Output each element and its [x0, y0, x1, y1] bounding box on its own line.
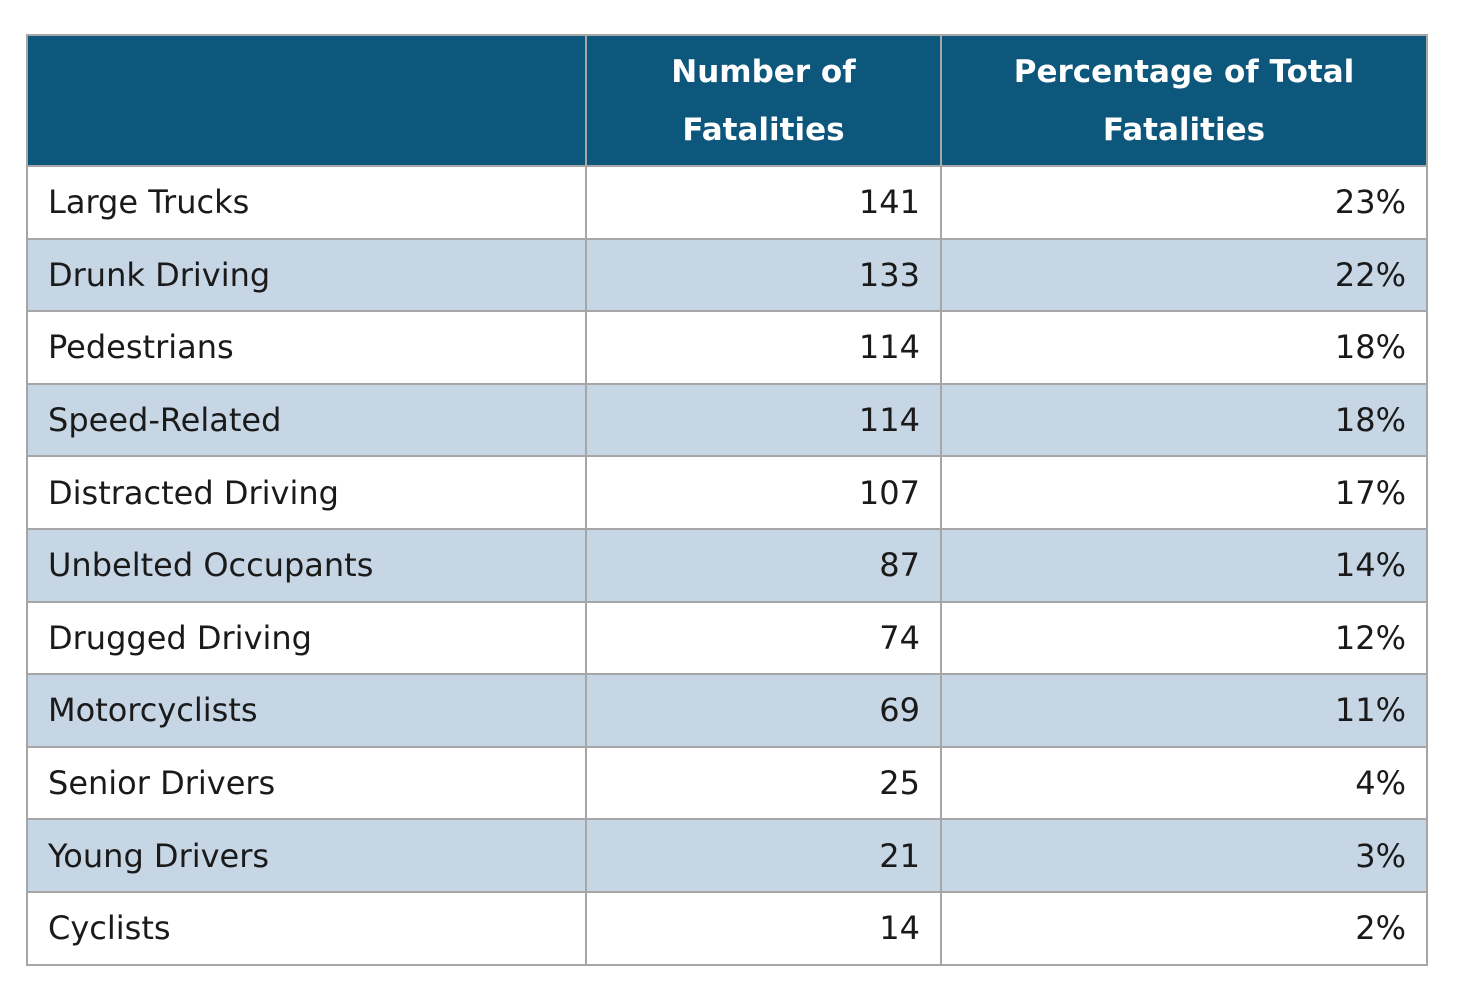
table-header: Number of Fatalities Percentage of Total… [26, 34, 1428, 167]
fatalities-cell: 14 [585, 890, 942, 966]
header-category [26, 34, 587, 167]
header-percentage-of-total: Percentage of Total Fatalities [940, 34, 1428, 167]
percentage-cell: 3% [940, 818, 1428, 893]
category-cell: Pedestrians [26, 310, 587, 385]
percentage-cell: 17% [940, 455, 1428, 530]
category-cell: Drunk Driving [26, 237, 587, 313]
category-cell: Speed-Related [26, 382, 587, 458]
fatalities-table: Number of Fatalities Percentage of Total… [26, 34, 1428, 966]
category-cell: Cyclists [26, 890, 587, 966]
header-row: Number of Fatalities Percentage of Total… [26, 34, 1428, 167]
table-row: Distracted Driving 107 17% [26, 455, 1428, 530]
header-number-of-fatalities: Number of Fatalities [585, 34, 942, 167]
fatalities-cell: 141 [585, 165, 942, 240]
percentage-cell: 18% [940, 310, 1428, 385]
category-cell: Young Drivers [26, 818, 587, 893]
percentage-cell: 23% [940, 165, 1428, 240]
fatalities-cell: 133 [585, 237, 942, 313]
percentage-cell: 2% [940, 890, 1428, 966]
table-row: Drunk Driving 133 22% [26, 237, 1428, 313]
table-row: Drugged Driving 74 12% [26, 600, 1428, 676]
category-cell: Unbelted Occupants [26, 527, 587, 603]
category-cell: Distracted Driving [26, 455, 587, 530]
percentage-cell: 18% [940, 382, 1428, 458]
percentage-cell: 12% [940, 600, 1428, 676]
table-body: Large Trucks 141 23% Drunk Driving 133 2… [26, 165, 1428, 966]
fatalities-cell: 114 [585, 310, 942, 385]
category-cell: Senior Drivers [26, 745, 587, 821]
table-row: Speed-Related 114 18% [26, 382, 1428, 458]
table-row: Senior Drivers 25 4% [26, 745, 1428, 821]
table-row: Large Trucks 141 23% [26, 165, 1428, 240]
percentage-cell: 11% [940, 673, 1428, 748]
table-row: Cyclists 14 2% [26, 890, 1428, 966]
table-row: Motorcyclists 69 11% [26, 673, 1428, 748]
category-cell: Large Trucks [26, 165, 587, 240]
table-row: Young Drivers 21 3% [26, 818, 1428, 893]
percentage-cell: 4% [940, 745, 1428, 821]
fatalities-cell: 107 [585, 455, 942, 530]
table-row: Pedestrians 114 18% [26, 310, 1428, 385]
category-cell: Motorcyclists [26, 673, 587, 748]
fatalities-cell: 21 [585, 818, 942, 893]
percentage-cell: 22% [940, 237, 1428, 313]
fatalities-cell: 74 [585, 600, 942, 676]
fatalities-cell: 69 [585, 673, 942, 748]
fatalities-cell: 114 [585, 382, 942, 458]
category-cell: Drugged Driving [26, 600, 587, 676]
fatalities-cell: 25 [585, 745, 942, 821]
percentage-cell: 14% [940, 527, 1428, 603]
table-row: Unbelted Occupants 87 14% [26, 527, 1428, 603]
fatalities-cell: 87 [585, 527, 942, 603]
